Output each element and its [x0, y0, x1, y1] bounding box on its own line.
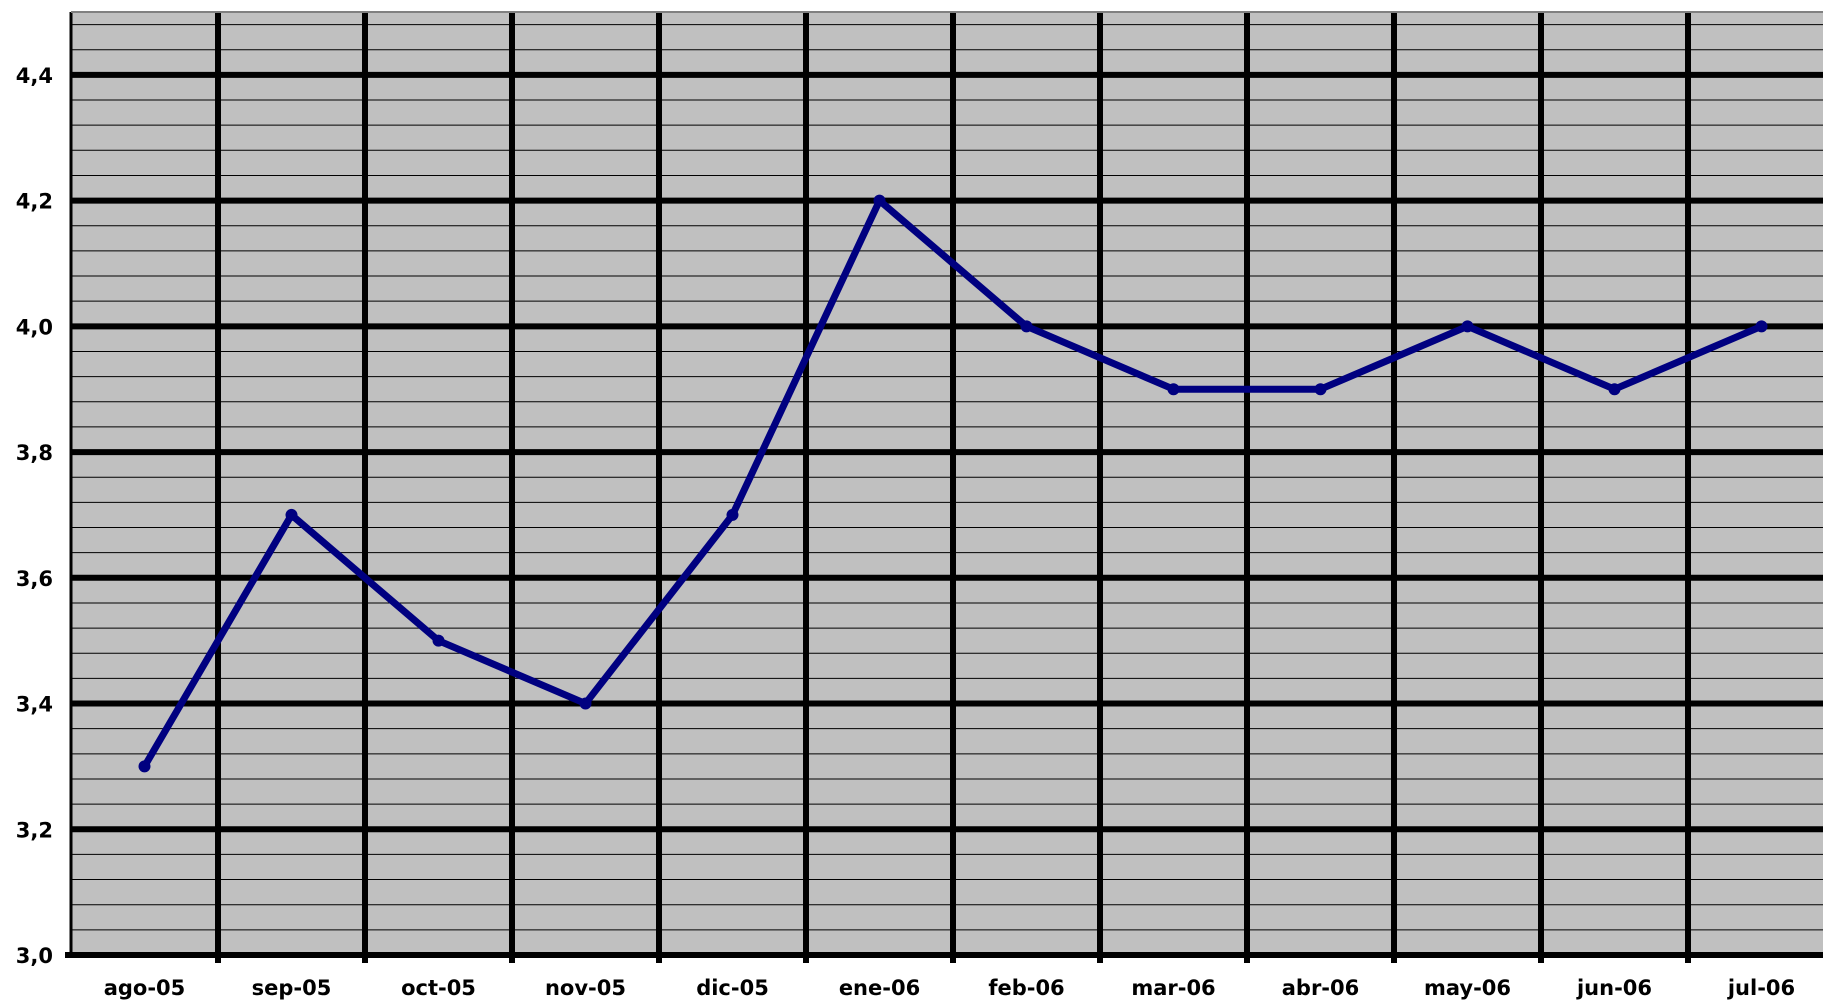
data-point — [579, 697, 592, 710]
y-tick-label: 4,4 — [16, 64, 53, 88]
plot-background — [71, 12, 1823, 955]
data-point — [285, 508, 298, 521]
x-tick-label: jun-06 — [1576, 976, 1652, 1000]
y-tick-label: 3,8 — [16, 441, 53, 465]
data-point — [873, 194, 886, 207]
y-tick-label: 3,6 — [16, 567, 53, 591]
y-tick-label: 3,0 — [16, 944, 53, 968]
x-tick-label: ene-06 — [839, 976, 920, 1000]
x-tick-label: oct-05 — [401, 976, 476, 1000]
x-tick-label: ago-05 — [104, 976, 186, 1000]
y-tick-label: 3,4 — [16, 693, 53, 717]
x-tick-label: sep-05 — [252, 976, 332, 1000]
data-point — [432, 634, 445, 647]
y-tick-label: 4,2 — [16, 190, 53, 214]
x-tick-label: feb-06 — [988, 976, 1064, 1000]
data-point — [1020, 320, 1033, 333]
data-point — [726, 508, 739, 521]
x-tick-label: mar-06 — [1131, 976, 1215, 1000]
x-tick-label: dic-05 — [696, 976, 769, 1000]
data-point — [1608, 383, 1621, 396]
data-point — [1755, 320, 1768, 333]
data-point — [1461, 320, 1474, 333]
data-point — [138, 760, 151, 773]
data-point — [1167, 383, 1180, 396]
data-point — [1314, 383, 1327, 396]
x-tick-label: nov-05 — [545, 976, 626, 1000]
x-tick-label: may-06 — [1424, 976, 1511, 1000]
y-tick-label: 4,0 — [16, 315, 53, 339]
x-tick-label: abr-06 — [1282, 976, 1360, 1000]
y-tick-label: 3,2 — [16, 818, 53, 842]
x-tick-label: jul-06 — [1727, 976, 1795, 1000]
series-line — [141, 197, 1765, 770]
